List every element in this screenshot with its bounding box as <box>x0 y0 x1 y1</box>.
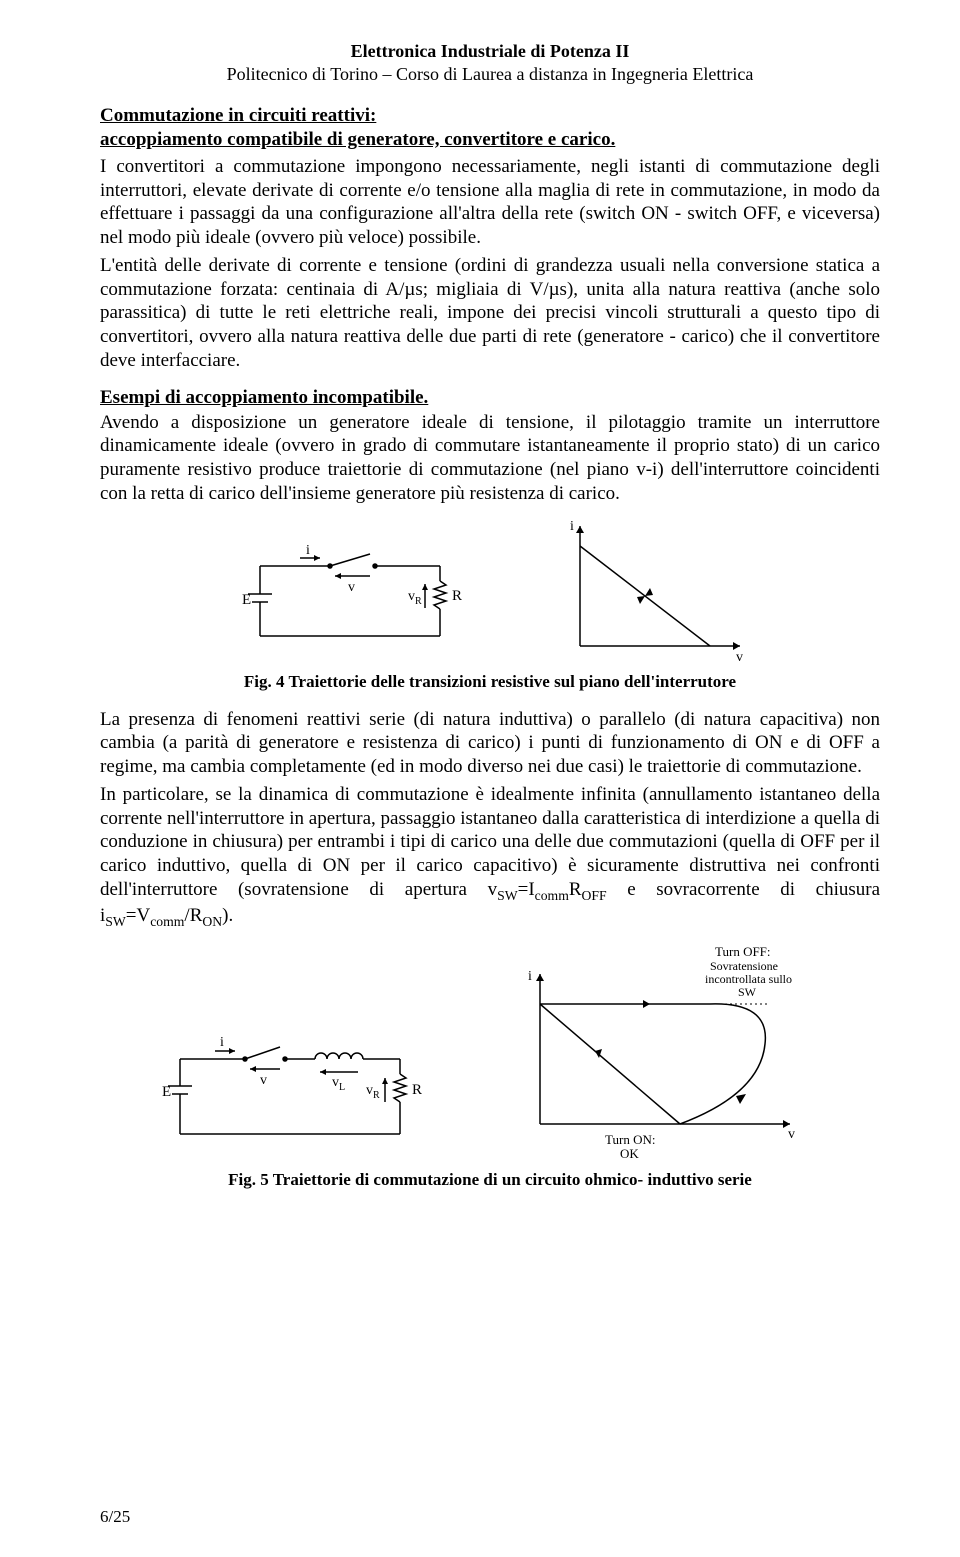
fig4-label-E: E <box>242 592 251 608</box>
fig5-label-vR: v <box>366 1083 373 1098</box>
page-header: Elettronica Industriale di Potenza II Po… <box>100 40 880 87</box>
section3-para2-c: R <box>569 879 582 900</box>
section3-para2-b: =I <box>518 879 535 900</box>
sub-sw-1: SW <box>497 888 518 903</box>
section2-para1: Avendo a disposizione un generatore idea… <box>100 411 880 506</box>
fig5-label-vR-sub: R <box>373 1090 380 1101</box>
section3-para2: In particolare, se la dinamica di commut… <box>100 783 880 930</box>
page-number: 6/25 <box>100 1507 130 1527</box>
section3-para2-e: =V <box>126 905 150 926</box>
fig4-caption: Fig. 4 Traiettorie delle transizioni res… <box>100 672 880 692</box>
fig5-turnoff-t2: incontrollata sullo <box>705 972 792 986</box>
svg-text:vR: vR <box>408 589 422 607</box>
fig5-label-i: i <box>220 1035 224 1050</box>
header-line2: Politecnico di Torino – Corso di Laurea … <box>100 63 880 86</box>
fig4-label-i: i <box>306 543 310 558</box>
section3-para2-f: /R <box>184 905 202 926</box>
fig5-turnoff-t1: Sovratensione <box>710 959 778 973</box>
fig4-label-vR: v <box>408 589 415 604</box>
fig4-circuit-diagram: E i v vR R <box>230 536 490 666</box>
fig5-turnon-text: OK <box>620 1146 639 1161</box>
svg-text:vL: vL <box>332 1075 345 1093</box>
fig5-vi-graph: i v Turn OFF: Sovratensione incontrollat… <box>510 944 830 1164</box>
fig5-turnoff-title: Turn OFF: <box>715 944 771 959</box>
fig5-label-E: E <box>162 1084 171 1100</box>
fig5-label-v: v <box>260 1073 267 1088</box>
figure4: E i v vR R i v <box>100 516 880 666</box>
sub-comm-1: comm <box>535 888 569 903</box>
section1-title: Commutazione in circuiti reattivi: <box>100 105 880 127</box>
section1-subtitle: accoppiamento compatibile di generatore,… <box>100 129 880 151</box>
fig5-circuit-diagram: E i v vL vR R <box>150 1024 450 1164</box>
sub-off: OFF <box>582 888 607 903</box>
fig5-label-vL-sub: L <box>339 1082 345 1093</box>
fig5-turnon-title: Turn ON: <box>605 1132 655 1147</box>
svg-text:vR: vR <box>366 1083 380 1101</box>
fig4-label-vR-sub: R <box>415 596 422 607</box>
sub-sw-2: SW <box>105 913 126 928</box>
section1-para2: L'entità delle derivate di corrente e te… <box>100 254 880 373</box>
header-line1: Elettronica Industriale di Potenza II <box>100 40 880 63</box>
section2-title: Esempi di accoppiamento incompatibile. <box>100 387 880 409</box>
fig4-graph-xlabel: v <box>736 650 743 665</box>
fig5-graph-ylabel: i <box>528 969 532 984</box>
fig5-label-R: R <box>412 1082 422 1098</box>
section3-para2-g: ). <box>222 905 233 926</box>
section3-para1: La presenza di fenomeni reattivi serie (… <box>100 708 880 779</box>
section1-para1: I convertitori a commutazione impongono … <box>100 155 880 250</box>
fig4-label-v: v <box>348 580 355 595</box>
fig5-turnoff-t3: SW <box>738 985 757 999</box>
sub-comm-2: comm <box>150 913 184 928</box>
fig4-label-R: R <box>452 588 462 604</box>
fig5-caption: Fig. 5 Traiettorie di commutazione di un… <box>100 1170 880 1190</box>
figure5: E i v vL vR R i v Turn OFF: <box>100 944 880 1164</box>
fig5-label-vL: v <box>332 1075 339 1090</box>
fig5-graph-xlabel: v <box>788 1127 795 1142</box>
fig4-graph-ylabel: i <box>570 519 574 534</box>
fig4-vi-graph: i v <box>550 516 750 666</box>
sub-on: ON <box>202 913 222 928</box>
